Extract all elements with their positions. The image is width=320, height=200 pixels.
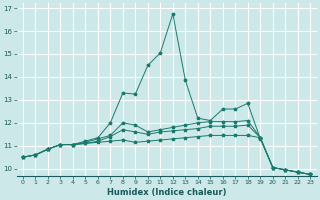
X-axis label: Humidex (Indice chaleur): Humidex (Indice chaleur) (107, 188, 226, 197)
